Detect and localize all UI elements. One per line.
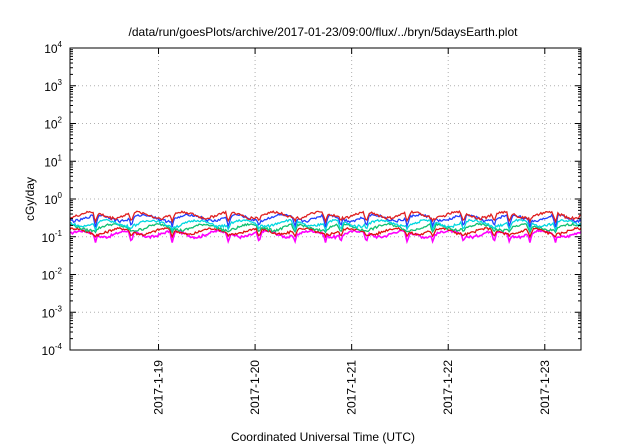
y-tick-label: 10-3 [42,304,63,320]
series-line [69,210,582,224]
y-tick-label: 10-1 [42,229,63,245]
y-tick-label: 103 [44,78,62,94]
series-line [69,228,582,245]
series-line [69,218,582,233]
x-tick-label: 2017-1-21 [345,360,359,415]
series-line [69,212,582,229]
x-tick-label: 2017-1-19 [152,360,166,415]
x-tick-label: 2017-1-20 [248,360,262,415]
series-line [69,222,582,235]
x-axis-label: Coordinated Universal Time (UTC) [231,430,415,444]
y-axis-ticks: 10-4 10-3 10-2 10-1 100 101 102 103 104 [42,40,581,358]
y-tick-label: 10-4 [42,342,63,358]
y-tick-label: 10-2 [42,267,63,283]
grid-lines [70,48,581,350]
series-lines [69,210,582,245]
y-tick-label: 101 [44,153,62,169]
x-axis-ticks: 2017-1-19 2017-1-20 2017-1-21 2017-1-22 2017… [152,48,552,415]
x-tick-label: 2017-1-23 [538,360,552,415]
chart-title: /data/run/goesPlots/archive/2017-01-23/0… [129,25,519,39]
x-tick-label: 2017-1-22 [441,360,455,415]
y-tick-label: 100 [44,191,62,207]
y-axis-label: cGy/day [23,177,37,221]
y-tick-label: 104 [44,40,62,56]
series-line [69,226,582,239]
y-tick-label: 102 [44,116,62,132]
